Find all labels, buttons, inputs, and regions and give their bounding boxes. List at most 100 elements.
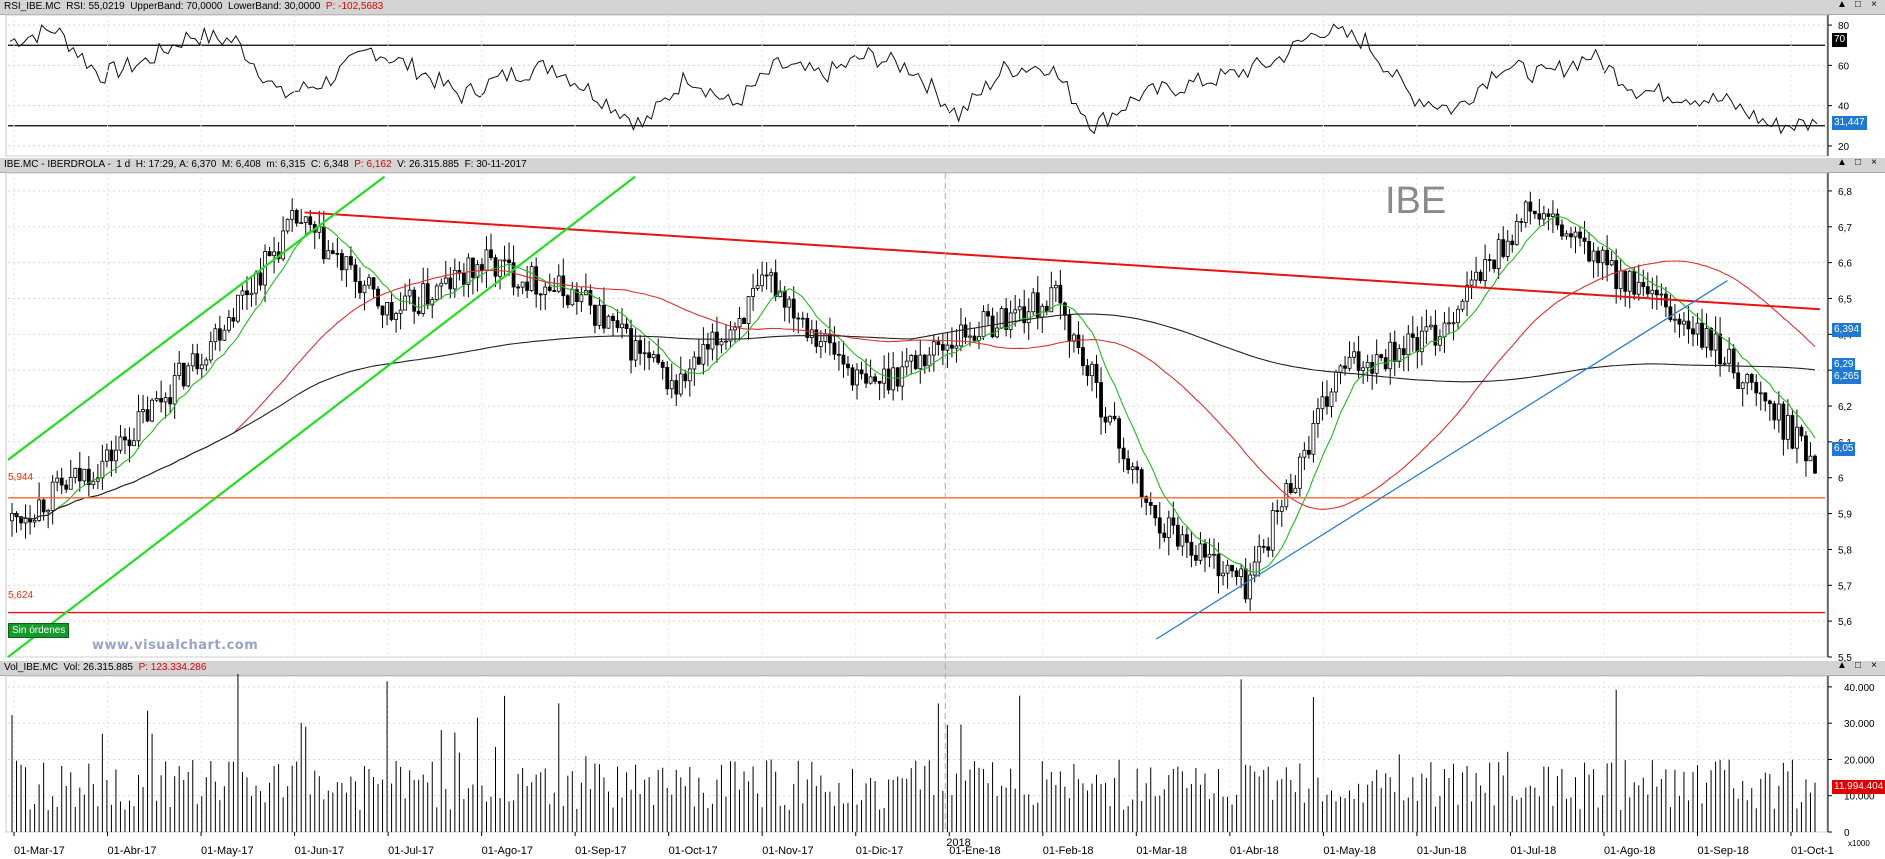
candle-body bbox=[1302, 449, 1307, 458]
candle-body bbox=[597, 304, 602, 326]
order-status-badge[interactable]: Sin órdenes bbox=[8, 623, 70, 638]
volume-vol: Vol: 26.315.885 bbox=[63, 662, 133, 673]
candle-body bbox=[1713, 333, 1718, 351]
candle-body bbox=[674, 380, 679, 395]
candle-body bbox=[1135, 466, 1140, 471]
candle-body bbox=[999, 308, 1004, 329]
candle-body bbox=[1225, 564, 1230, 574]
candle-body bbox=[1103, 416, 1108, 423]
x-tick-label: 01-Ago-17 bbox=[482, 845, 533, 857]
volume-tick-label: 20.000 bbox=[1844, 755, 1875, 766]
price-tick-label: 5,7 bbox=[1838, 581, 1852, 592]
candle-body bbox=[1654, 289, 1659, 296]
candle-body bbox=[380, 305, 385, 316]
candle-body bbox=[303, 216, 308, 223]
ma-long-line bbox=[11, 313, 1816, 520]
candle-body bbox=[1740, 382, 1745, 389]
volume-p: P: 123.334.286 bbox=[138, 662, 207, 673]
candle-body bbox=[1279, 506, 1284, 512]
candle-body bbox=[972, 335, 977, 341]
candle-body bbox=[1763, 392, 1768, 402]
candle-body bbox=[660, 361, 665, 368]
candle-body bbox=[959, 324, 963, 347]
candle-body bbox=[493, 257, 498, 277]
x-tick-label: 01-Nov-17 bbox=[762, 845, 813, 857]
candle-body bbox=[678, 373, 683, 395]
candle-body bbox=[981, 311, 986, 338]
candle-body bbox=[448, 277, 453, 290]
price-tick-label: 5,6 bbox=[1838, 617, 1852, 628]
candle-body bbox=[579, 294, 584, 302]
candle-body bbox=[1731, 348, 1736, 374]
x-tick-label: 01-May-17 bbox=[201, 845, 254, 857]
candle-body bbox=[1053, 284, 1058, 289]
candle-body bbox=[1252, 561, 1257, 576]
candle-body bbox=[855, 369, 859, 386]
candle-body bbox=[1022, 306, 1027, 324]
candle-body bbox=[633, 340, 638, 361]
candle-body bbox=[19, 516, 23, 524]
candle-body bbox=[1532, 210, 1537, 215]
candle-body bbox=[59, 477, 64, 486]
candle-body bbox=[1379, 354, 1384, 359]
price-p: P: 6,162 bbox=[354, 159, 392, 170]
candle-body bbox=[199, 364, 204, 370]
candle-body bbox=[1144, 496, 1149, 503]
candle-body bbox=[168, 397, 173, 405]
candle-body bbox=[480, 264, 484, 272]
candle-body bbox=[1573, 231, 1578, 238]
candle-body bbox=[1356, 351, 1361, 371]
candle-body bbox=[1519, 221, 1524, 223]
price-h: H: 17:29 bbox=[135, 159, 174, 170]
minimize-icon[interactable]: ▲ bbox=[1837, 157, 1847, 168]
maximize-icon[interactable]: □ bbox=[1854, 0, 1862, 10]
rsi-current-badge: 31,447 bbox=[1832, 116, 1867, 130]
candle-body bbox=[1035, 292, 1040, 318]
candle-body bbox=[159, 397, 164, 403]
candle-body bbox=[434, 285, 439, 300]
candle-body bbox=[710, 331, 715, 350]
candle-body bbox=[240, 290, 245, 296]
candle-body bbox=[281, 230, 286, 260]
candle-body bbox=[412, 289, 417, 312]
candle-body bbox=[805, 317, 810, 338]
candle-body bbox=[764, 274, 769, 277]
candle-body bbox=[1749, 374, 1754, 383]
maximize-icon[interactable]: □ bbox=[1854, 157, 1862, 168]
channel-lower-line bbox=[7, 175, 636, 658]
candle-body bbox=[611, 315, 615, 321]
candle-body bbox=[484, 249, 489, 272]
close-icon[interactable]: × bbox=[1871, 0, 1877, 10]
candle-body bbox=[1772, 403, 1777, 421]
candle-body bbox=[1636, 281, 1641, 295]
candle-body bbox=[1745, 374, 1750, 384]
candle-body bbox=[109, 449, 114, 462]
x-tick-label: 01-Sep-18 bbox=[1697, 845, 1748, 857]
candle-body bbox=[909, 355, 914, 362]
candle-body bbox=[1316, 408, 1320, 424]
candle-body bbox=[945, 344, 950, 351]
maximize-icon[interactable]: □ bbox=[1854, 660, 1862, 671]
candle-body bbox=[606, 315, 611, 329]
candle-body bbox=[127, 439, 132, 447]
candle-body bbox=[1157, 517, 1162, 534]
minimize-icon[interactable]: ▲ bbox=[1837, 0, 1847, 10]
candle-body bbox=[1790, 415, 1795, 449]
candle-body bbox=[1808, 455, 1813, 462]
candle-body bbox=[791, 298, 796, 319]
candle-body bbox=[895, 367, 900, 387]
candle-body bbox=[1451, 322, 1456, 325]
minimize-icon[interactable]: ▲ bbox=[1837, 660, 1847, 671]
candle-body bbox=[1736, 372, 1741, 389]
candle-body bbox=[68, 477, 73, 490]
rsi-panel-title: RSI_IBE.MC RSI: 55,0219 UpperBand: 70,00… bbox=[4, 1, 383, 12]
candle-body bbox=[737, 318, 742, 328]
volume-tick-label: 40.000 bbox=[1844, 683, 1875, 694]
close-icon[interactable]: × bbox=[1871, 157, 1877, 168]
candle-body bbox=[1541, 213, 1546, 220]
candle-body bbox=[705, 344, 710, 350]
candle-body bbox=[1117, 418, 1122, 449]
price-badge-4: 6,05 bbox=[1832, 442, 1856, 456]
close-icon[interactable]: × bbox=[1871, 660, 1877, 671]
